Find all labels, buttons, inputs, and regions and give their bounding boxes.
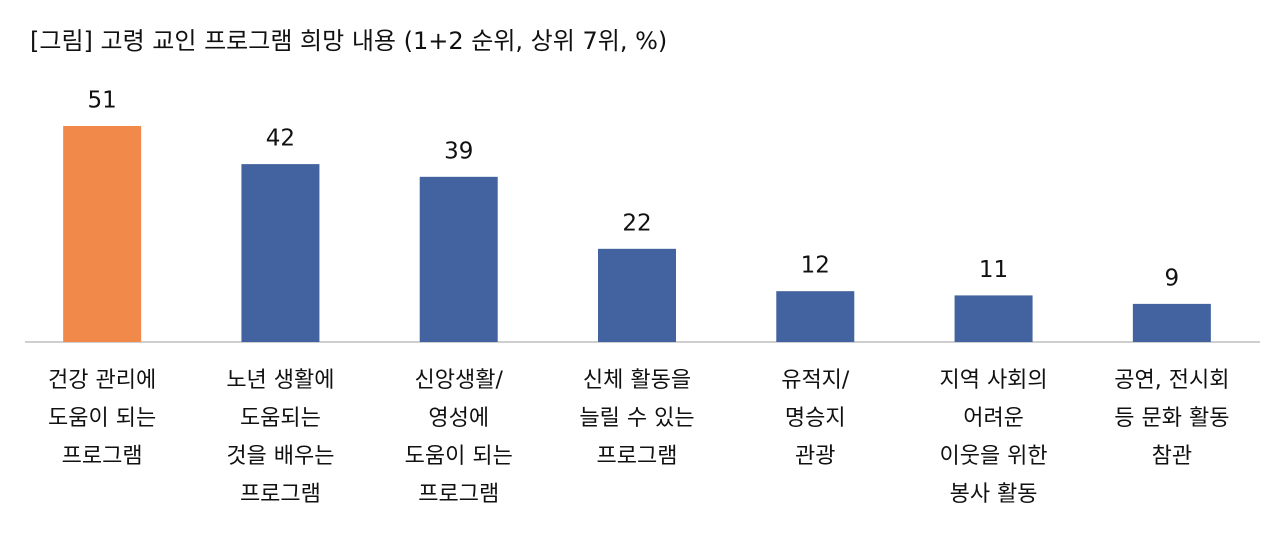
- x-tick-label: 도움이 되는: [48, 406, 156, 431]
- value-label: 11: [979, 257, 1008, 283]
- bar: [1132, 303, 1211, 342]
- x-tick-label: 공연, 전시회: [1114, 368, 1229, 393]
- bar: [63, 126, 142, 342]
- x-tick-label: 프로그램: [597, 444, 678, 469]
- bar: [419, 176, 498, 342]
- x-tick-label: 명승지: [785, 406, 846, 431]
- value-label: 51: [88, 88, 117, 114]
- value-label: 42: [266, 126, 295, 152]
- x-tick-label: 것을 배우는: [226, 444, 334, 469]
- x-tick-label: 봉사 활동: [950, 482, 1038, 507]
- x-tick-label: 프로그램: [240, 482, 321, 507]
- x-tick-label: 건강 관리에: [48, 368, 156, 393]
- x-tick-label: 어려운: [963, 406, 1024, 431]
- x-tick-label: 프로그램: [418, 482, 499, 507]
- x-tick-label: 신앙생활/: [415, 368, 504, 393]
- x-tick-label: 신체 활동을: [583, 368, 691, 393]
- x-tick-label: 관광: [795, 444, 835, 469]
- x-tick-label: 유적지/: [781, 368, 850, 393]
- x-tick-label: 늘릴 수 있는: [579, 406, 694, 431]
- bar: [954, 295, 1033, 342]
- x-tick-label: 노년 생활에: [226, 368, 334, 393]
- value-label: 39: [444, 138, 473, 164]
- x-tick-label: 영성에: [428, 406, 489, 431]
- bar: [241, 164, 320, 342]
- x-tick-label: 이웃을 위한: [939, 444, 1047, 469]
- x-tick-label: 참관: [1152, 444, 1192, 469]
- bar: [776, 291, 855, 342]
- x-tick-label: 지역 사회의: [939, 368, 1047, 393]
- x-tick-label: 도움되는: [240, 406, 321, 431]
- chart-title: [그림] 고령 교인 프로그램 희망 내용 (1+2 순위, 상위 7위, %): [30, 27, 667, 55]
- x-tick-label: 도움이 되는: [405, 444, 513, 469]
- x-tick-label: 프로그램: [62, 444, 143, 469]
- value-label: 22: [622, 210, 651, 236]
- bar: [598, 248, 676, 342]
- x-tick-label: 등 문화 활동: [1114, 406, 1229, 431]
- value-label: 12: [801, 253, 830, 279]
- value-label: 9: [1165, 265, 1180, 291]
